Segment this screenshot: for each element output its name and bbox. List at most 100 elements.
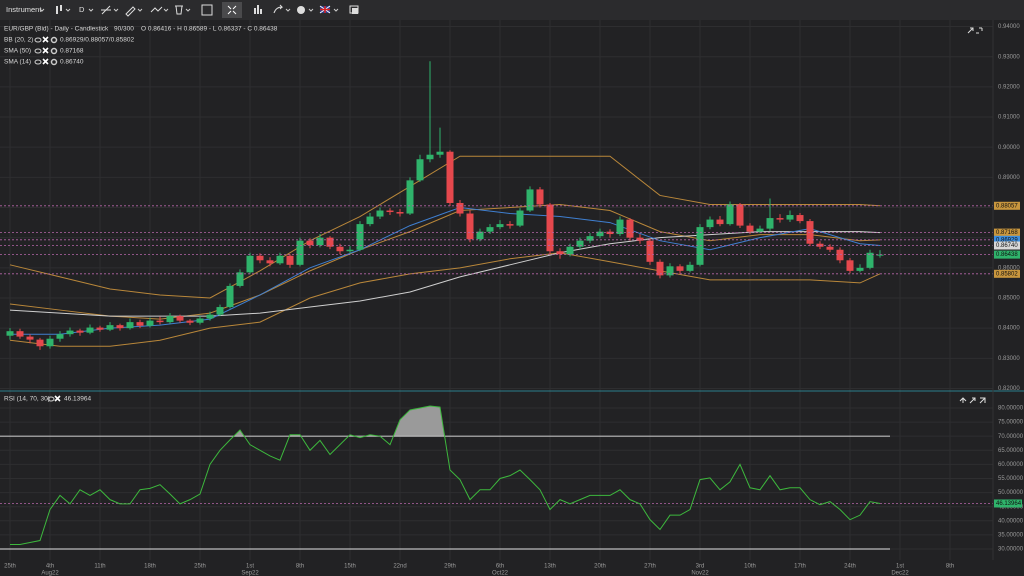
candle-body [876, 254, 884, 256]
share-button[interactable] [273, 4, 291, 14]
x-tick-label: 4th [46, 564, 54, 570]
y-tick-label: 0.85000 [998, 296, 1020, 302]
rsi-tick-label: 75.00000 [998, 420, 1024, 426]
visibility-toggle[interactable] [34, 37, 42, 43]
indicator-settings[interactable] [50, 58, 58, 66]
remove-indicator[interactable] [54, 395, 61, 402]
price-marker-box [994, 250, 1020, 259]
candle-body [106, 325, 114, 330]
candle-body [416, 159, 424, 181]
candle-body [736, 204, 744, 226]
candle-body [756, 228, 764, 232]
indicator-settings[interactable] [50, 47, 58, 55]
candle-body [826, 246, 834, 250]
delete-button[interactable] [175, 5, 191, 15]
candle-body [316, 237, 324, 246]
candle-body [376, 210, 384, 217]
candle-body [236, 272, 244, 286]
candle-body [776, 218, 784, 220]
candle-body [96, 327, 104, 330]
candle-body [546, 204, 554, 252]
candle-body [276, 255, 284, 264]
candle-body [436, 151, 444, 155]
pane-controls[interactable] [967, 27, 983, 34]
candle-body [536, 189, 544, 205]
candle-body [326, 237, 334, 247]
rsi-tick-label: 35.00000 [998, 532, 1024, 538]
price-marker-label: 0.88057 [996, 203, 1018, 209]
x-month-label: Oct22 [492, 571, 509, 576]
x-tick-label: 25th [194, 564, 206, 570]
active-button[interactable] [222, 2, 242, 18]
x-tick-label: 27th [644, 564, 656, 570]
rsi-pane-controls[interactable] [959, 397, 986, 404]
candle-body [266, 260, 274, 264]
screenshot-button[interactable] [349, 5, 359, 14]
candle-body [786, 215, 794, 220]
candle-body [716, 219, 724, 225]
remove-indicator[interactable] [42, 58, 49, 65]
toolbar [0, 0, 1024, 20]
language-button[interactable] [319, 5, 339, 14]
candle-body [16, 331, 24, 337]
x-month-label: Nov22 [691, 571, 709, 576]
layout-button[interactable] [201, 4, 213, 16]
x-tick-label: 10th [744, 564, 756, 570]
candle-body [286, 255, 294, 265]
candle-body [136, 322, 144, 326]
draw-line-button[interactable] [101, 5, 119, 15]
price-marker-label: 0.85802 [996, 271, 1018, 277]
price-marker-label: 0.86929 [996, 237, 1018, 243]
rsi-line [10, 405, 881, 545]
x-tick-label: 11th [94, 564, 105, 570]
chart-title: EUR/GBP (Bid) - Daily - Candlestick [4, 26, 109, 33]
candle-body [616, 219, 624, 235]
candle-body [636, 237, 644, 241]
y-tick-label: 0.94000 [998, 24, 1020, 30]
candle-body [226, 285, 234, 308]
toolbar-items: Instrument D [6, 2, 359, 18]
candle-body [456, 202, 464, 214]
visibility-toggle[interactable] [34, 59, 42, 65]
indicator-value: 0.86740 [60, 59, 84, 66]
price-marker-box [994, 201, 1020, 210]
price-marker-label: 0.86438 [996, 252, 1018, 258]
remove-indicator[interactable] [42, 47, 49, 54]
visibility-toggle[interactable] [34, 48, 42, 54]
price-marker-label: 0.86740 [996, 243, 1018, 249]
x-tick-label: 8th [946, 564, 954, 570]
remove-indicator[interactable] [42, 36, 49, 43]
indicator-settings[interactable] [50, 36, 58, 44]
candle-body [86, 327, 94, 333]
y-tick-label: 0.84000 [998, 326, 1020, 332]
timeframe-menu[interactable]: D [79, 5, 85, 14]
pen-button[interactable] [125, 6, 143, 17]
candle-body [766, 218, 774, 229]
candle-body [566, 246, 574, 255]
x-tick-label: 1st [246, 564, 254, 570]
x-tick-label: 3rd [696, 564, 705, 570]
theme-button[interactable] [297, 6, 314, 14]
indicator-button[interactable] [150, 6, 169, 13]
candle-body [36, 339, 44, 347]
y-tick-label: 0.89000 [998, 175, 1020, 181]
y-tick-label: 0.91000 [998, 115, 1020, 121]
chart-type-button[interactable] [56, 5, 71, 14]
rsi-current-box [994, 499, 1022, 508]
rsi-title: RSI (14, 70, 30) [4, 396, 50, 403]
candle-body [146, 320, 154, 326]
dropdown-caret [88, 8, 94, 12]
candle-body [186, 320, 194, 323]
rsi-current-label: 46.13964 [996, 501, 1022, 507]
price-marker-box [994, 269, 1020, 278]
candle-body [596, 231, 604, 237]
bar-chart-button[interactable] [254, 5, 262, 14]
visibility-toggle[interactable] [47, 396, 55, 402]
candle-body [476, 231, 484, 240]
instrument-menu[interactable]: Instrument [6, 5, 42, 14]
candle-body [866, 252, 874, 268]
price-pane [0, 61, 993, 350]
